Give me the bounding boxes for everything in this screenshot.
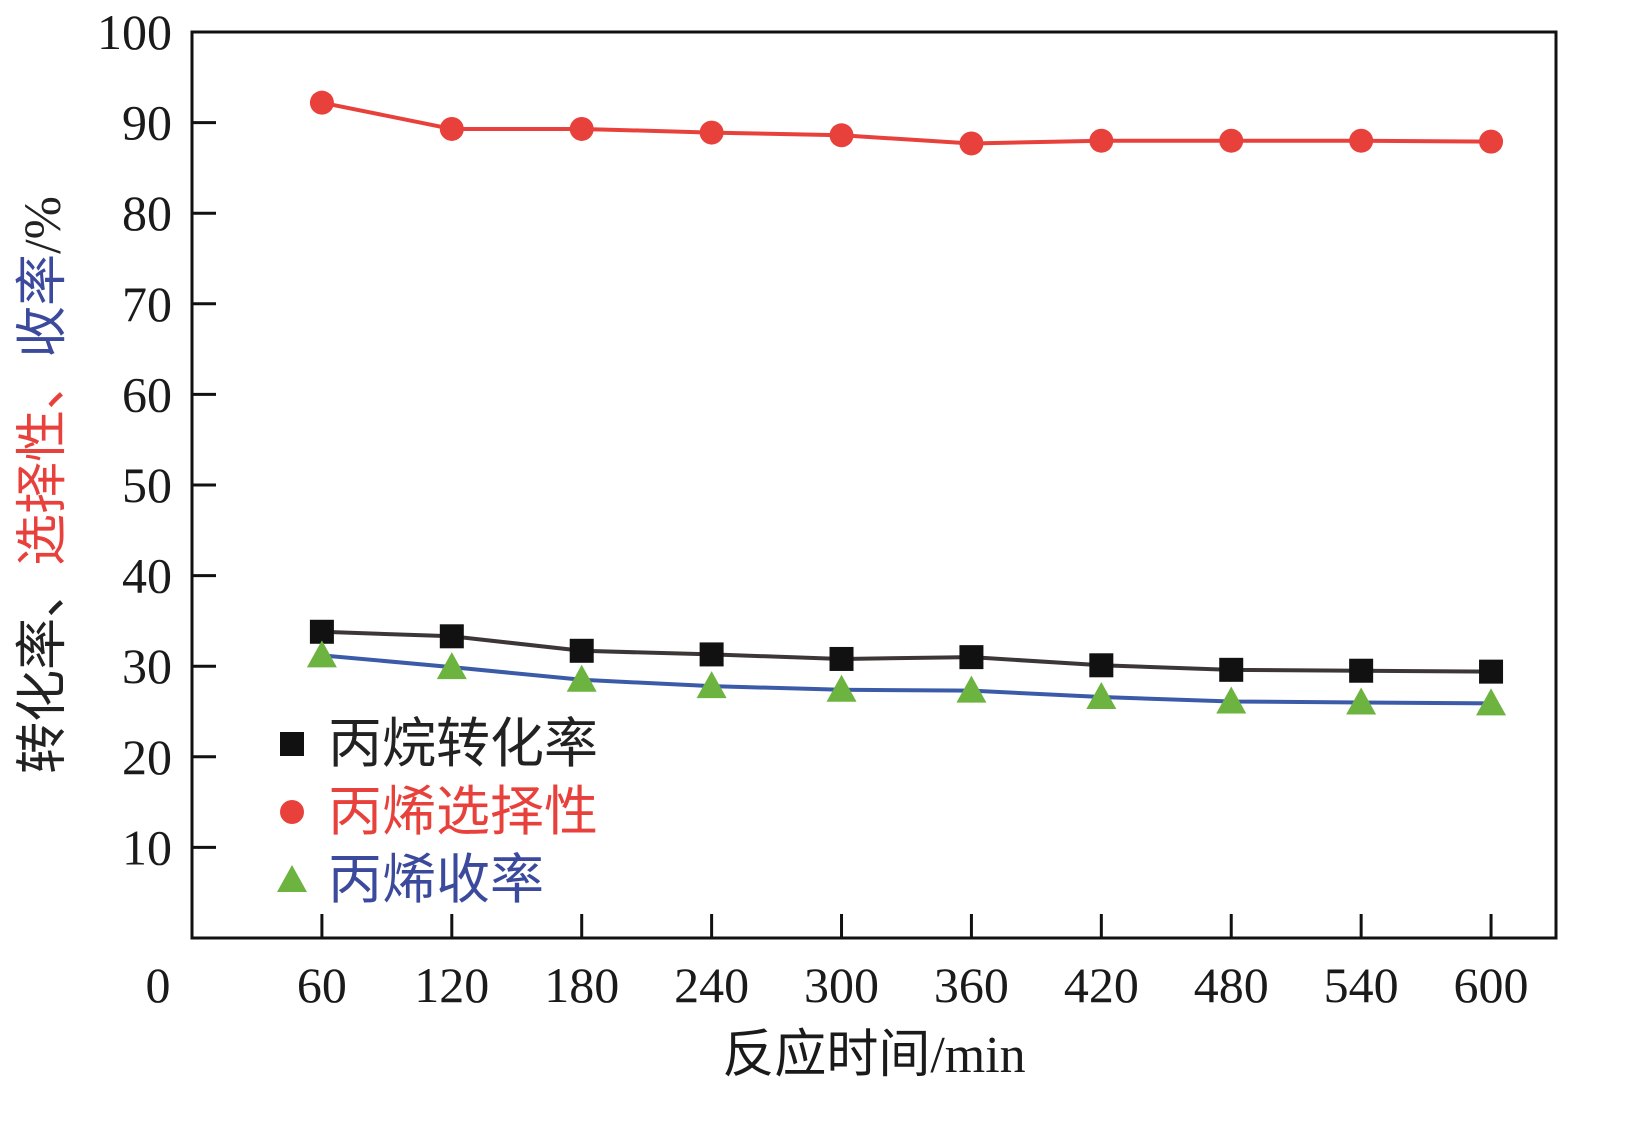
y-axis-label-part: 收率 <box>15 254 72 358</box>
x-tick-label: 180 <box>544 957 619 1013</box>
data-point <box>1346 687 1377 715</box>
legend-marker <box>280 732 304 756</box>
y-tick-label: 90 <box>122 95 172 151</box>
data-point <box>309 90 334 115</box>
legend-marker <box>277 865 307 892</box>
legend-label: 丙烯收率 <box>328 850 544 910</box>
data-point <box>699 120 724 145</box>
data-point <box>829 646 854 671</box>
data-point <box>1089 128 1114 153</box>
y-axis-label-part: 转化率、 <box>15 566 72 774</box>
legend-label: 丙烯选择性 <box>328 782 598 842</box>
data-point <box>566 664 597 692</box>
data-point <box>436 652 467 680</box>
legend-item: 丙烯选择性 <box>280 782 598 842</box>
x-tick-label: 60 <box>297 957 347 1013</box>
data-point <box>959 131 984 156</box>
x-tick-label: 480 <box>1194 957 1269 1013</box>
x-tick-label: 420 <box>1064 957 1139 1013</box>
series-2 <box>309 90 1504 156</box>
data-point <box>829 123 854 148</box>
x-tick-label: 300 <box>804 957 879 1013</box>
x-tick-label: 240 <box>674 957 749 1013</box>
y-tick-label: 30 <box>122 638 172 694</box>
data-point <box>1086 682 1117 710</box>
x-tick-label: 0 <box>146 957 171 1013</box>
data-point <box>1479 659 1504 684</box>
x-tick-label: 540 <box>1324 957 1399 1013</box>
y-tick-label: 80 <box>122 185 172 241</box>
data-point <box>306 640 337 668</box>
legend-item: 丙烯收率 <box>277 850 544 910</box>
y-tick-label: 70 <box>122 276 172 332</box>
x-axis-ticks: 0 60 120 180 240 300 360 420 480 540 600 <box>146 914 1529 1013</box>
y-tick-label: 40 <box>122 548 172 604</box>
series-1 <box>309 619 1504 684</box>
series-line <box>321 100 1492 146</box>
data-point <box>1479 129 1504 154</box>
y-tick-label: 100 <box>97 4 172 60</box>
data-point <box>1219 657 1244 682</box>
data-point <box>439 624 464 649</box>
data-point <box>1219 128 1244 153</box>
data-point <box>439 116 464 141</box>
data-point <box>696 671 727 699</box>
data-point <box>956 675 987 703</box>
plot-frame <box>190 30 1558 940</box>
series-layer <box>306 90 1507 716</box>
y-axis-label: 转化率、选择性、收率/% <box>15 196 72 774</box>
y-axis-ticks: 10 20 30 40 50 60 70 80 90 100 <box>97 4 216 875</box>
data-point <box>1476 688 1507 716</box>
y-tick-label: 10 <box>122 819 172 875</box>
y-tick-label: 50 <box>122 457 172 513</box>
legend-marker <box>280 800 304 824</box>
series-line <box>321 653 1492 706</box>
series-3 <box>306 640 1507 716</box>
x-axis-label: 反应时间/min <box>722 1027 1025 1084</box>
data-point <box>1349 658 1374 683</box>
legend-item: 丙烷转化率 <box>280 714 598 774</box>
legend-label: 丙烷转化率 <box>328 714 598 774</box>
x-tick-label: 120 <box>414 957 489 1013</box>
y-axis-label-part: 选择性、 <box>15 358 72 566</box>
y-tick-label: 60 <box>122 366 172 422</box>
x-tick-label: 360 <box>934 957 1009 1013</box>
data-point <box>959 645 984 670</box>
data-point <box>826 674 857 702</box>
data-point <box>309 619 334 644</box>
data-point <box>1216 686 1247 714</box>
data-point <box>1089 653 1114 678</box>
series-line <box>321 629 1492 674</box>
data-point <box>1349 128 1374 153</box>
y-tick-label: 20 <box>122 729 172 785</box>
y-axis-label-part: /% <box>15 196 72 254</box>
data-point <box>699 642 724 667</box>
data-point <box>569 638 594 663</box>
x-tick-label: 600 <box>1454 957 1529 1013</box>
data-point <box>569 116 594 141</box>
